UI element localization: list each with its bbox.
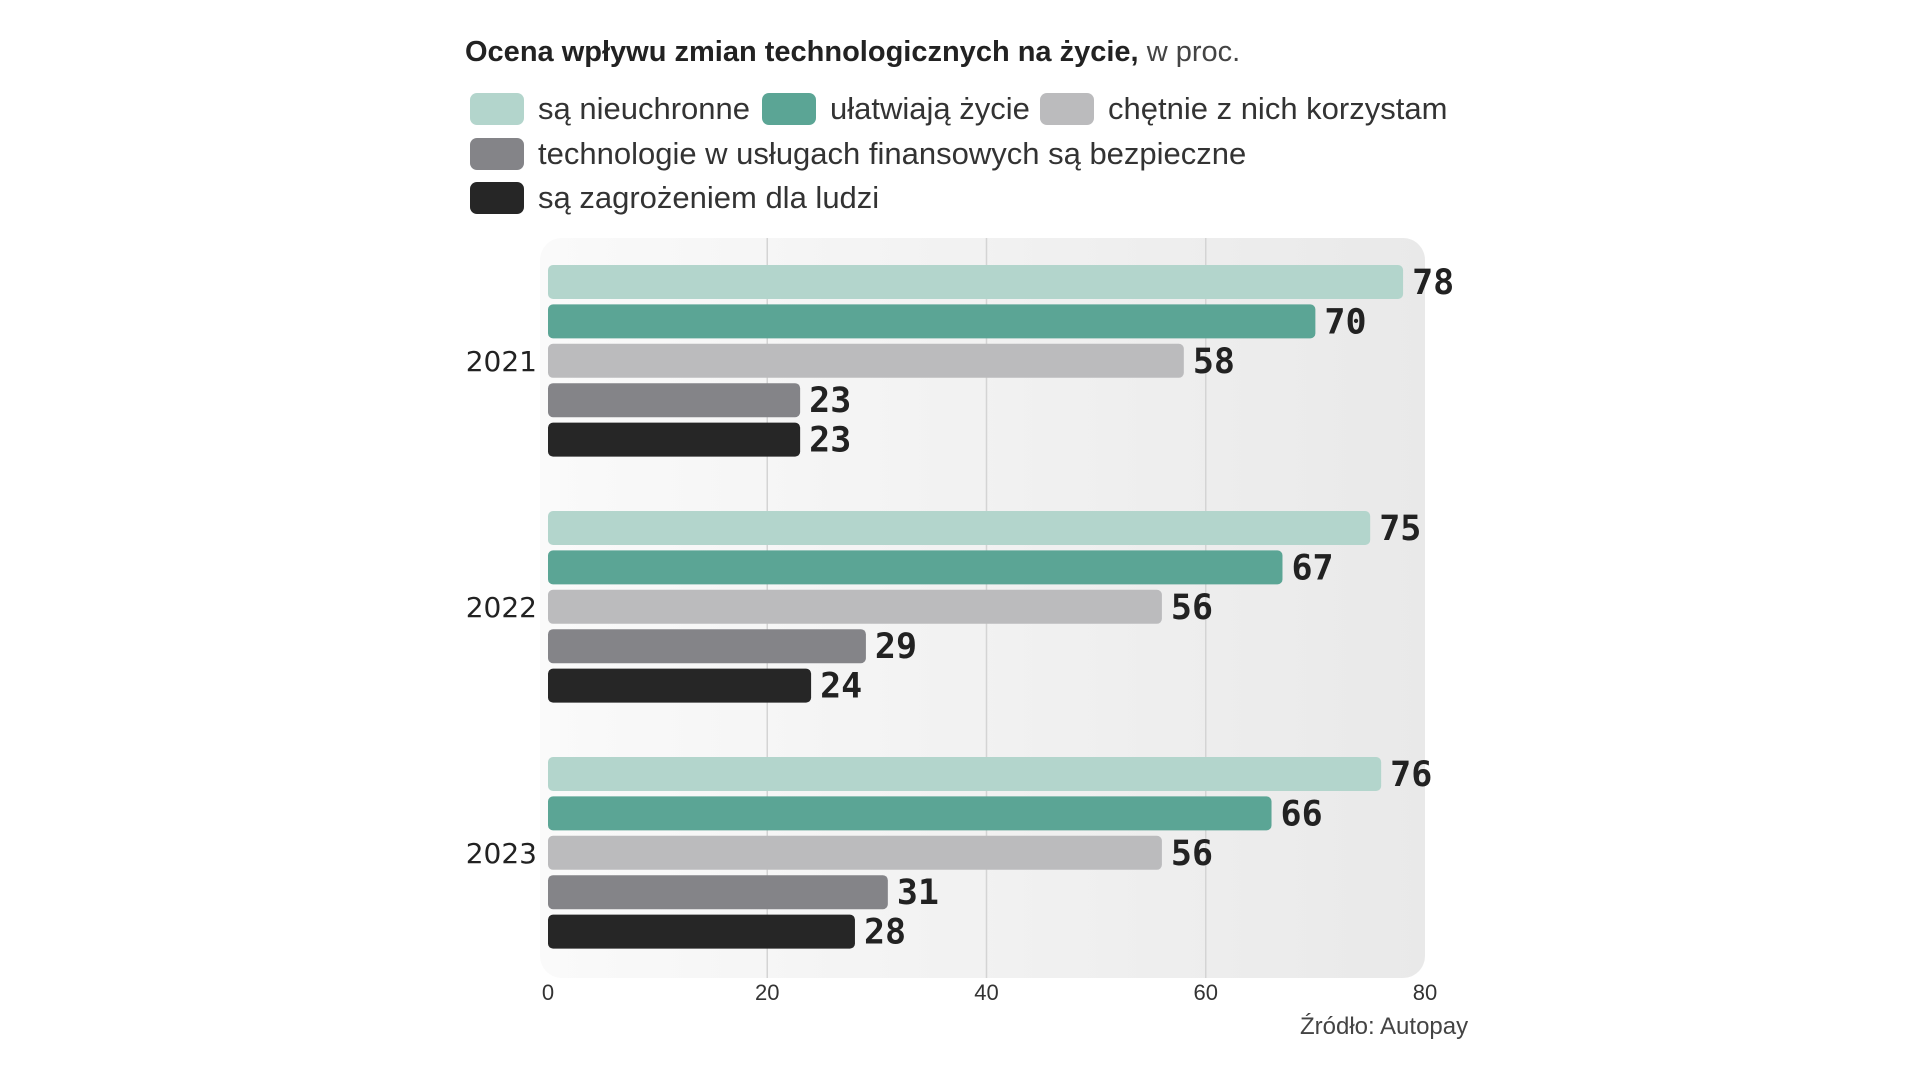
category-label-2022: 2022 bbox=[466, 591, 537, 624]
data-label: 56 bbox=[1171, 588, 1213, 628]
chart-title: Ocena wpływu zmian technologicznych na ż… bbox=[465, 36, 1240, 69]
bar-2023-series-3 bbox=[548, 835, 1162, 870]
data-label: 58 bbox=[1193, 342, 1235, 382]
legend-label-series-4: technologie w usługach finansowych są be… bbox=[538, 136, 1247, 171]
legend-swatch-series-5 bbox=[470, 182, 524, 214]
source-note: Źródło: Autopay bbox=[1300, 1013, 1469, 1040]
bar-2022-series-3 bbox=[548, 589, 1162, 624]
bar-2022-series-4 bbox=[548, 629, 866, 664]
bar-2021-series-2 bbox=[548, 304, 1316, 339]
legend-label-series-2: ułatwiają życie bbox=[830, 91, 1030, 126]
legend-swatch-series-4 bbox=[470, 138, 524, 170]
x-tick-label: 60 bbox=[1194, 980, 1218, 1005]
legend-label-series-3: chętnie z nich korzystam bbox=[1108, 91, 1448, 126]
data-label: 23 bbox=[809, 421, 851, 461]
legend-swatch-series-3 bbox=[1040, 93, 1094, 125]
legend-label-series-5: są zagrożeniem dla ludzi bbox=[538, 180, 880, 215]
legend-label-series-1: są nieuchronne bbox=[538, 91, 750, 126]
data-label: 76 bbox=[1390, 755, 1432, 795]
bar-2021-series-1 bbox=[548, 265, 1404, 299]
legend-swatch-series-2 bbox=[762, 93, 816, 125]
category-label-2023: 2023 bbox=[466, 837, 537, 870]
data-label: 75 bbox=[1379, 509, 1421, 549]
data-label: 28 bbox=[864, 913, 906, 953]
bars bbox=[548, 265, 1404, 949]
bar-2021-series-4 bbox=[548, 383, 801, 418]
x-tick-label: 40 bbox=[974, 980, 998, 1005]
data-label: 56 bbox=[1171, 834, 1213, 874]
data-label: 78 bbox=[1412, 263, 1454, 303]
bar-2023-series-2 bbox=[548, 796, 1272, 831]
data-label: 24 bbox=[820, 667, 862, 707]
chart-subtitle: w proc. bbox=[1146, 36, 1241, 68]
data-label: 31 bbox=[897, 873, 939, 913]
bar-2022-series-5 bbox=[548, 668, 812, 703]
data-label: 23 bbox=[809, 381, 851, 421]
category-label-2021: 2021 bbox=[466, 345, 537, 378]
chart-title-main: Ocena wpływu zmian technologicznych na ż… bbox=[465, 36, 1139, 68]
bar-2023-series-1 bbox=[548, 757, 1382, 791]
x-tick-label: 80 bbox=[1413, 980, 1437, 1005]
bar-2022-series-2 bbox=[548, 550, 1283, 585]
legend-item-series-5: są zagrożeniem dla ludzi bbox=[470, 178, 879, 218]
data-label: 66 bbox=[1281, 794, 1323, 834]
bar-2023-series-5 bbox=[548, 914, 855, 949]
x-tick-label: 20 bbox=[755, 980, 779, 1005]
x-tick-label: 0 bbox=[542, 980, 554, 1005]
bar-2023-series-4 bbox=[548, 875, 888, 910]
bar-2021-series-3 bbox=[548, 343, 1184, 378]
legend-item-series-3: chętnie z nich korzystam bbox=[1040, 89, 1447, 129]
legend-item-series-1: są nieuchronne bbox=[470, 89, 750, 129]
bar-2021-series-5 bbox=[548, 422, 801, 457]
data-label: 67 bbox=[1291, 548, 1333, 588]
legend-item-series-4: technologie w usługach finansowych są be… bbox=[470, 134, 1246, 174]
data-label: 70 bbox=[1324, 302, 1366, 342]
legend-item-series-2: ułatwiają życie bbox=[762, 89, 1030, 129]
bar-2022-series-1 bbox=[548, 511, 1371, 545]
legend-swatch-series-1 bbox=[470, 93, 524, 125]
data-label: 29 bbox=[875, 627, 917, 667]
